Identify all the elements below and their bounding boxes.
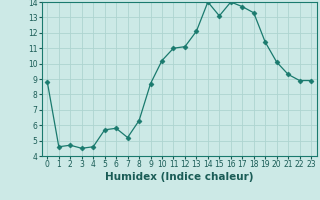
X-axis label: Humidex (Indice chaleur): Humidex (Indice chaleur) [105,172,253,182]
